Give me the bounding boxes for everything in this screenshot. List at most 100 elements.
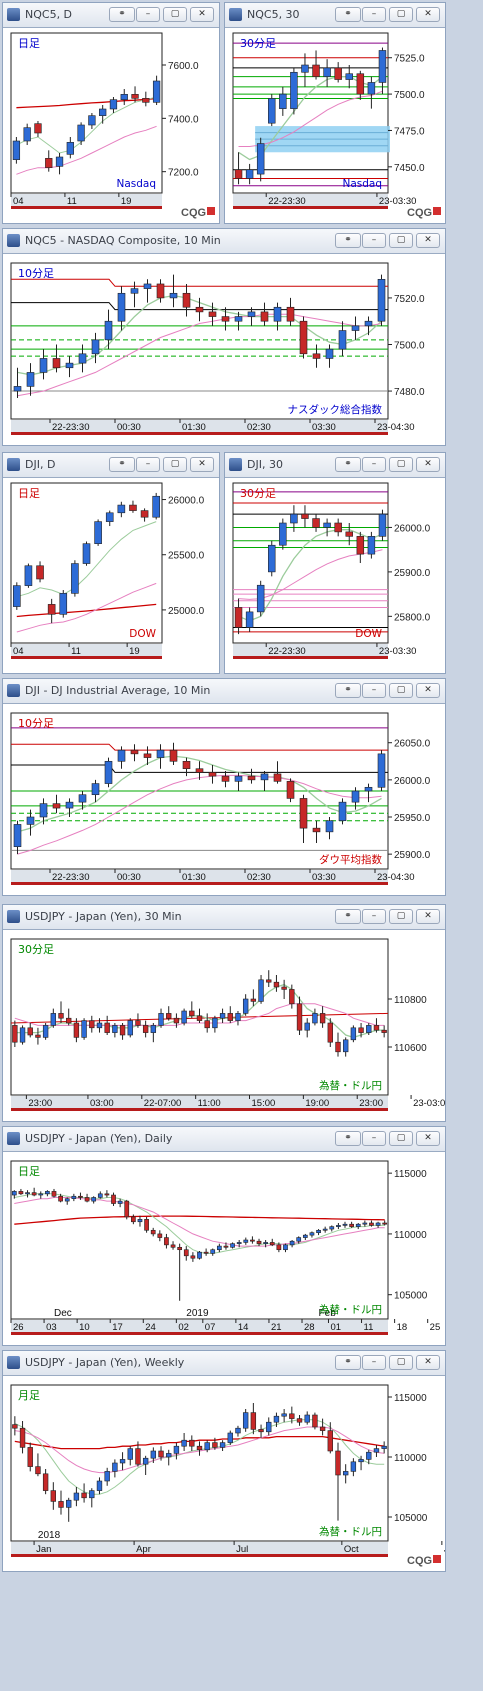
y-tick-label: 7450.0	[394, 163, 425, 174]
candle-body	[301, 64, 309, 73]
window-menu-icon[interactable]	[7, 910, 20, 923]
close-button[interactable]: ✕	[416, 457, 440, 472]
window-title: USDJPY - Japan (Yen), 30 Min	[25, 910, 182, 923]
maximize-button[interactable]: ▢	[389, 683, 413, 698]
candle-body	[66, 1499, 72, 1508]
minimize-button[interactable]: –	[362, 683, 386, 698]
candle-body	[356, 73, 365, 95]
maximize-button[interactable]: ▢	[389, 1131, 413, 1146]
link-icon[interactable]: ⚭	[335, 1355, 361, 1370]
candle-body	[104, 1022, 110, 1033]
x-tick-label: 01:30	[182, 872, 206, 883]
maximize-button[interactable]: ▢	[389, 909, 413, 924]
x-tick-label: 03	[46, 1322, 57, 1333]
candle-body	[312, 1414, 318, 1428]
candle-body	[55, 156, 64, 167]
window-titlebar[interactable]: DJI - DJ Industrial Average, 10 Min ⚭ – ▢ ✕	[3, 679, 445, 704]
window-titlebar[interactable]: NQC5, 30 ⚭ – ▢ ✕	[225, 3, 445, 28]
candle-body	[366, 1025, 372, 1033]
maximize-button[interactable]: ▢	[389, 1355, 413, 1370]
x-axis-band	[11, 870, 388, 883]
candle-body	[84, 1197, 90, 1202]
candle-body	[50, 1013, 57, 1026]
window-menu-icon[interactable]	[7, 1132, 20, 1145]
candle-body	[195, 768, 204, 773]
window-menu-icon[interactable]	[7, 458, 20, 471]
instrument-label: DOW	[355, 628, 382, 640]
link-icon[interactable]: ⚭	[335, 909, 361, 924]
maximize-button[interactable]: ▢	[389, 7, 413, 22]
close-button[interactable]: ✕	[416, 7, 440, 22]
minimize-button[interactable]: –	[362, 1131, 386, 1146]
link-icon[interactable]: ⚭	[109, 7, 135, 22]
window-menu-icon[interactable]	[7, 684, 20, 697]
link-icon[interactable]: ⚭	[335, 457, 361, 472]
link-icon[interactable]: ⚭	[335, 1131, 361, 1146]
close-button[interactable]: ✕	[190, 457, 214, 472]
maximize-button[interactable]: ▢	[163, 457, 187, 472]
candle-body	[245, 169, 254, 179]
window-menu-icon[interactable]	[7, 1356, 20, 1369]
close-button[interactable]: ✕	[416, 909, 440, 924]
link-icon[interactable]: ⚭	[335, 7, 361, 22]
candle-body	[210, 1249, 216, 1254]
y-tick-label: 7525.0	[394, 54, 425, 65]
window-menu-icon[interactable]	[229, 458, 242, 471]
candle-body	[13, 585, 21, 607]
x-tick-label: 02:30	[247, 872, 271, 883]
maximize-button[interactable]: ▢	[389, 233, 413, 248]
average-line	[16, 125, 157, 175]
candle-body	[358, 1027, 364, 1033]
link-icon[interactable]: ⚭	[335, 683, 361, 698]
y-tick-label: 110800	[394, 995, 427, 1006]
x-axis-bar	[11, 882, 388, 885]
candle-body	[204, 1442, 210, 1451]
close-button[interactable]: ✕	[190, 7, 214, 22]
minimize-button[interactable]: –	[136, 457, 160, 472]
window-titlebar[interactable]: USDJPY - Japan (Yen), Weekly ⚭ – ▢ ✕	[3, 1351, 445, 1376]
window-titlebar[interactable]: USDJPY - Japan (Yen), Daily ⚭ – ▢ ✕	[3, 1127, 445, 1152]
maximize-button[interactable]: ▢	[389, 457, 413, 472]
close-button[interactable]: ✕	[416, 683, 440, 698]
maximize-button[interactable]: ▢	[163, 7, 187, 22]
x-tick-label: 11	[67, 196, 77, 207]
candle-body	[338, 801, 347, 822]
candle-body	[377, 278, 386, 322]
candle-body	[276, 1244, 282, 1251]
x-axis-bar	[11, 1332, 388, 1335]
close-button[interactable]: ✕	[416, 233, 440, 248]
window-titlebar[interactable]: USDJPY - Japan (Yen), 30 Min ⚭ – ▢ ✕	[3, 905, 445, 930]
window-titlebar[interactable]: DJI, 30 ⚭ – ▢ ✕	[225, 453, 445, 478]
minimize-button[interactable]: –	[362, 233, 386, 248]
link-icon[interactable]: ⚭	[109, 457, 135, 472]
candle-body	[131, 94, 139, 99]
y-tick-label: 7400.0	[168, 114, 199, 125]
window-titlebar[interactable]: NQC5 - NASDAQ Composite, 10 Min ⚭ – ▢ ✕	[3, 229, 445, 254]
window-menu-icon[interactable]	[229, 8, 242, 21]
y-tick-label: 105000	[394, 1291, 428, 1302]
candle-body	[97, 1193, 103, 1198]
window-titlebar[interactable]: NQC5, D ⚭ – ▢ ✕	[3, 3, 219, 28]
candle-body	[96, 1022, 103, 1029]
chart-window: USDJPY - Japan (Yen), Weekly ⚭ – ▢ ✕ 115000 11…	[2, 1350, 446, 1572]
x-axis-band	[233, 194, 388, 207]
average-line	[17, 313, 382, 397]
minimize-button[interactable]: –	[362, 909, 386, 924]
window-titlebar[interactable]: DJI, D ⚭ – ▢ ✕	[3, 453, 219, 478]
candle-body	[327, 1430, 333, 1452]
link-icon[interactable]: ⚭	[335, 233, 361, 248]
close-button[interactable]: ✕	[416, 1355, 440, 1370]
window-menu-icon[interactable]	[7, 8, 20, 21]
x-tick-label: 11	[364, 1322, 374, 1333]
window-menu-icon[interactable]	[7, 234, 20, 247]
minimize-button[interactable]: –	[362, 457, 386, 472]
minimize-button[interactable]: –	[362, 7, 386, 22]
minimize-button[interactable]: –	[362, 1355, 386, 1370]
candle-body	[142, 1025, 149, 1033]
candle-body	[65, 362, 74, 369]
y-tick-label: 7475.0	[394, 126, 425, 137]
candle-body	[378, 50, 387, 83]
close-button[interactable]: ✕	[416, 1131, 440, 1146]
candle-body	[266, 1421, 272, 1433]
minimize-button[interactable]: –	[136, 7, 160, 22]
